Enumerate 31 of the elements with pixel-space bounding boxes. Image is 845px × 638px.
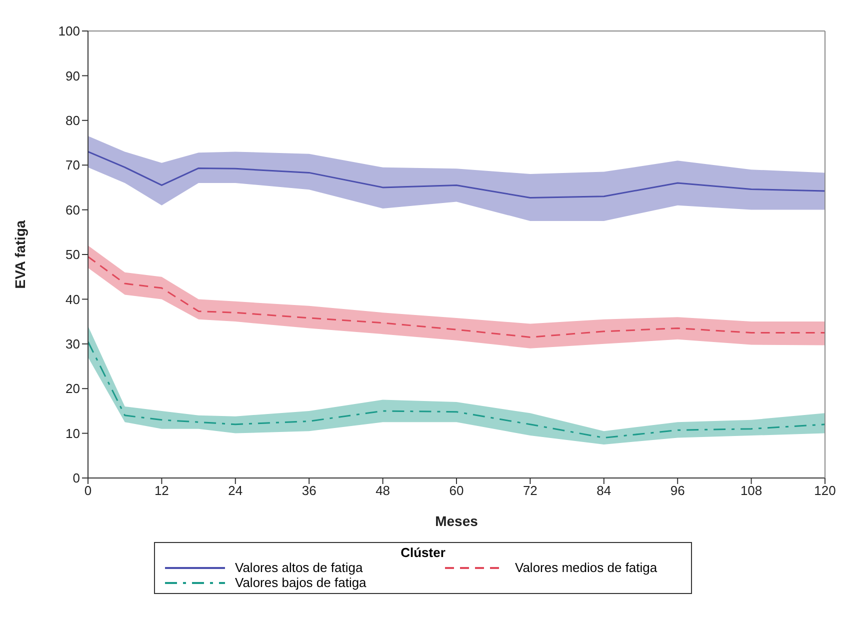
y-tick-label: 10 <box>66 426 80 441</box>
y-tick-label: 100 <box>58 24 80 39</box>
y-tick-label: 60 <box>66 202 80 218</box>
x-tick-label: 60 <box>449 483 464 498</box>
legend-label: Valores altos de fatiga <box>235 560 363 575</box>
y-tick-label: 0 <box>72 470 80 486</box>
x-tick-label: 72 <box>522 483 538 498</box>
x-tick-label: 24 <box>228 483 243 498</box>
y-tick-label: 20 <box>66 381 80 396</box>
x-tick-label: 84 <box>596 483 612 498</box>
y-tick-label: 90 <box>66 68 80 84</box>
x-tick-label: 120 <box>814 483 836 498</box>
line-series <box>88 150 825 198</box>
x-tick-label: 0 <box>84 483 92 498</box>
legend-label: Valores bajos de fatiga <box>235 575 366 590</box>
x-tick-label: 12 <box>154 483 169 498</box>
y-tick-label: 50 <box>66 247 80 262</box>
y-tick-label: 70 <box>66 158 80 173</box>
x-axis-title: Meses <box>435 513 478 529</box>
line-series <box>88 340 825 439</box>
line-series <box>88 256 825 338</box>
x-tick-label: 36 <box>302 483 316 498</box>
legend-title: Clúster <box>400 545 446 560</box>
x-tick-label: 108 <box>740 483 762 498</box>
y-tick-label: 80 <box>66 113 80 128</box>
x-tick-label: 96 <box>670 483 685 498</box>
y-tick-label: 30 <box>66 336 80 352</box>
y-axis-title: EVA fatiga <box>12 220 28 289</box>
y-tick-label: 40 <box>66 292 80 307</box>
legend-label: Valores medios de fatiga <box>515 560 658 575</box>
x-tick-label: 48 <box>376 483 390 498</box>
